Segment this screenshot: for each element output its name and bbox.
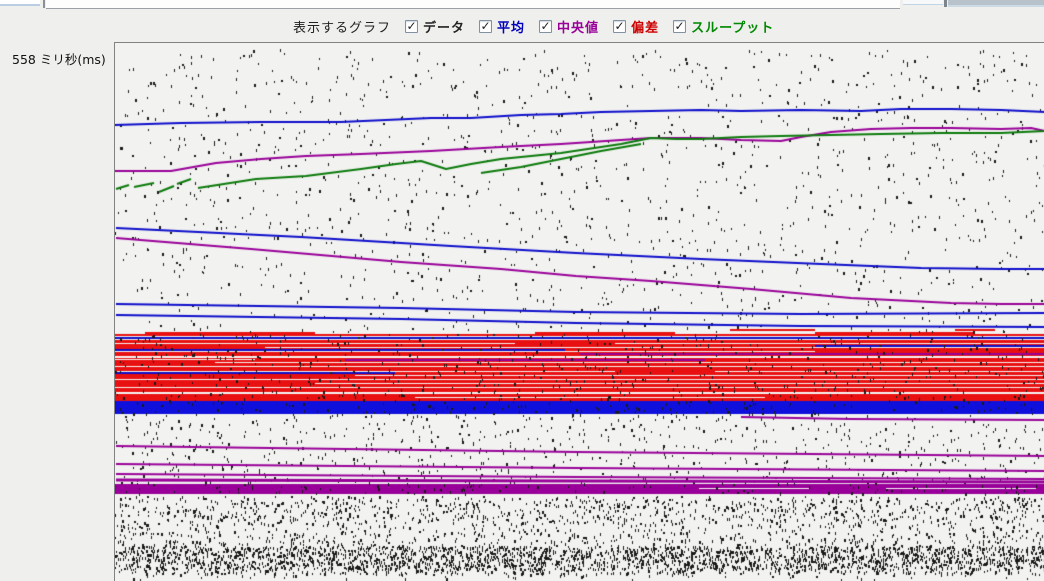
field-divider <box>43 0 45 8</box>
top-right-button[interactable] <box>948 0 1044 7</box>
checkbox-group-median[interactable]: ✓ 中央値 <box>539 17 599 36</box>
checkbox-deviation[interactable]: ✓ <box>613 19 627 33</box>
toolbar-label: 表示するグラフ <box>293 21 392 36</box>
performance-chart[interactable] <box>115 43 1044 581</box>
checkbox-group-throughput[interactable]: ✓ スループット <box>673 17 774 36</box>
small-input-field[interactable] <box>0 0 40 6</box>
field-divider-right <box>944 0 947 7</box>
checkbox-label-median: 中央値 <box>557 21 600 36</box>
checkbox-average[interactable]: ✓ <box>479 19 493 33</box>
checkbox-label-throughput: スループット <box>691 21 775 36</box>
checkbox-median[interactable]: ✓ <box>539 19 553 33</box>
right-input-field[interactable] <box>903 0 943 5</box>
checkbox-group-average[interactable]: ✓ 平均 <box>479 17 525 36</box>
latency-readout: 558 ミリ秒(ms) <box>12 52 106 67</box>
checkbox-throughput[interactable]: ✓ <box>673 19 687 33</box>
long-input-field[interactable] <box>46 0 900 9</box>
graph-display-toolbar: 表示するグラフ ✓ データ ✓ 平均 ✓ 中央値 ✓ 偏差 ✓ スループット <box>0 11 1044 42</box>
top-controls-strip <box>0 0 1044 11</box>
checkbox-label-average: 平均 <box>497 21 526 36</box>
checkbox-label-deviation: 偏差 <box>631 21 660 36</box>
checkbox-group-data[interactable]: ✓ データ <box>405 17 465 36</box>
checkbox-label-data: データ <box>423 21 466 36</box>
checkbox-data[interactable]: ✓ <box>405 19 419 33</box>
checkbox-group-deviation[interactable]: ✓ 偏差 <box>613 17 659 36</box>
chart-frame <box>114 42 1044 581</box>
